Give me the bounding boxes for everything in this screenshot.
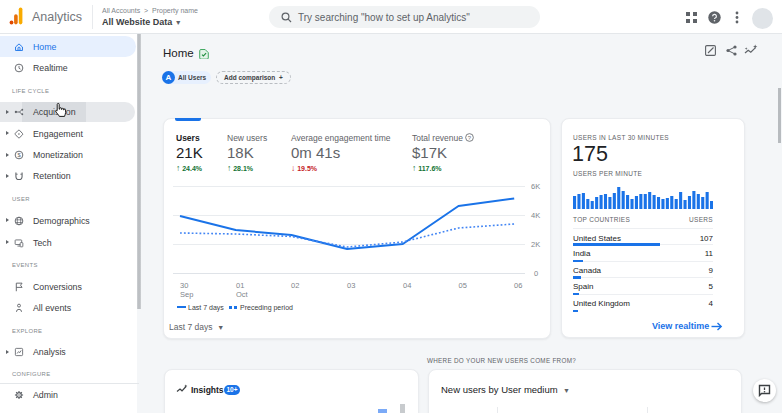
svg-text:$: $ — [17, 152, 21, 158]
